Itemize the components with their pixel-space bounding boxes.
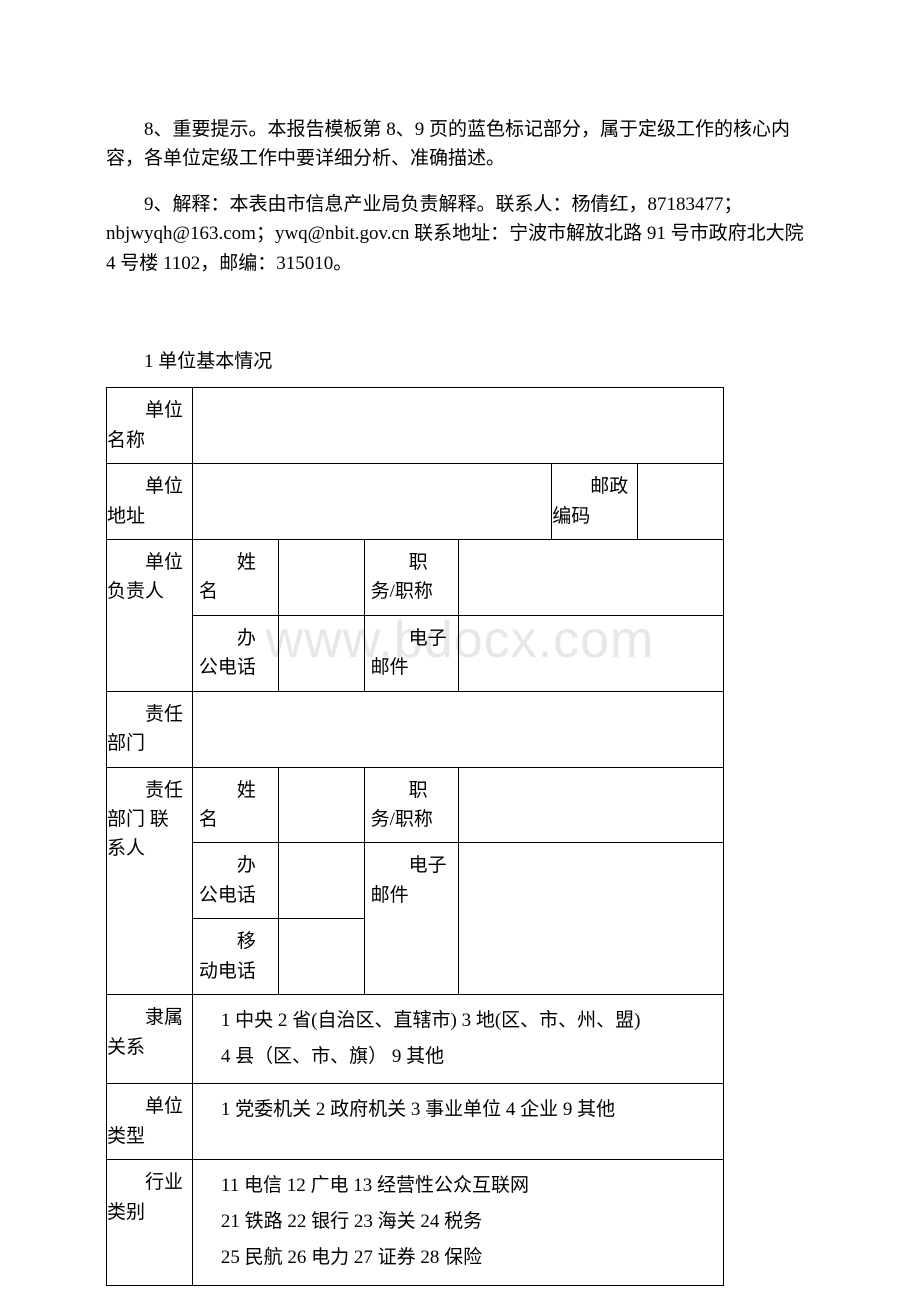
label-name-2: 姓名 bbox=[192, 767, 278, 843]
label-industry: 行业类别 bbox=[107, 1160, 193, 1285]
table-row: 办公电话 电子邮件 bbox=[107, 843, 724, 919]
label-name: 姓名 bbox=[192, 539, 278, 615]
table-row: 责任部门 bbox=[107, 691, 724, 767]
table-row: 行业类别 11 电信 12 广电 13 经营性公众互联网21 铁路 22 银行 … bbox=[107, 1160, 724, 1285]
unit-info-table: 单位名称 单位地址 邮政编码 单位负责人 姓名 职务/职称 办公电话 电子邮件 … bbox=[106, 387, 724, 1285]
table-row: 办公电话 电子邮件 bbox=[107, 615, 724, 691]
section-title: 1 单位基本情况 bbox=[106, 346, 814, 373]
label-affiliation: 隶属关系 bbox=[107, 995, 193, 1084]
table-row: 单位类型 1 党委机关 2 政府机关 3 事业单位 4 企业 9 其他 bbox=[107, 1084, 724, 1160]
value-unit-name bbox=[192, 388, 723, 464]
label-email-2: 电子邮件 bbox=[364, 843, 458, 995]
label-unit-type: 单位类型 bbox=[107, 1084, 193, 1160]
label-unit-leader: 单位负责人 bbox=[107, 539, 193, 691]
label-postcode: 邮政编码 bbox=[552, 464, 638, 540]
table-row: 单位负责人 姓名 职务/职称 bbox=[107, 539, 724, 615]
value-mobile bbox=[278, 919, 364, 995]
label-title-2: 职务/职称 bbox=[364, 767, 458, 843]
paragraph-9: 9、解释：本表由市信息产业局负责解释。联系人：杨倩红，87183477；nbjw… bbox=[106, 190, 814, 278]
page-content: 8、重要提示。本报告模板第 8、9 页的蓝色标记部分，属于定级工作的核心内容，各… bbox=[106, 115, 814, 1286]
value-email bbox=[458, 615, 723, 691]
label-mobile: 移动电话 bbox=[192, 919, 278, 995]
value-unit-type: 1 党委机关 2 政府机关 3 事业单位 4 企业 9 其他 bbox=[192, 1084, 723, 1160]
table-row: 单位地址 邮政编码 bbox=[107, 464, 724, 540]
value-email-2 bbox=[458, 843, 723, 995]
value-postcode bbox=[638, 464, 724, 540]
label-resp-dept: 责任部门 bbox=[107, 691, 193, 767]
label-email: 电子邮件 bbox=[364, 615, 458, 691]
table-row: 单位名称 bbox=[107, 388, 724, 464]
table-row: 责任部门 联系人 姓名 职务/职称 bbox=[107, 767, 724, 843]
value-office-phone-2 bbox=[278, 843, 364, 919]
label-title: 职务/职称 bbox=[364, 539, 458, 615]
label-office-phone-2: 办公电话 bbox=[192, 843, 278, 919]
value-affiliation: 1 中央 2 省(自治区、直辖市) 3 地(区、市、州、盟)4 县（区、市、旗）… bbox=[192, 995, 723, 1084]
label-resp-contact: 责任部门 联系人 bbox=[107, 767, 193, 995]
label-unit-addr: 单位地址 bbox=[107, 464, 193, 540]
value-title-2 bbox=[458, 767, 723, 843]
value-name-2 bbox=[278, 767, 364, 843]
value-unit-addr bbox=[192, 464, 551, 540]
table-row: 隶属关系 1 中央 2 省(自治区、直辖市) 3 地(区、市、州、盟)4 县（区… bbox=[107, 995, 724, 1084]
paragraph-8: 8、重要提示。本报告模板第 8、9 页的蓝色标记部分，属于定级工作的核心内容，各… bbox=[106, 115, 814, 174]
value-name bbox=[278, 539, 364, 615]
label-office-phone: 办公电话 bbox=[192, 615, 278, 691]
value-title bbox=[458, 539, 723, 615]
value-industry: 11 电信 12 广电 13 经营性公众互联网21 铁路 22 银行 23 海关… bbox=[192, 1160, 723, 1285]
value-resp-dept bbox=[192, 691, 723, 767]
value-office-phone bbox=[278, 615, 364, 691]
label-unit-name: 单位名称 bbox=[107, 388, 193, 464]
